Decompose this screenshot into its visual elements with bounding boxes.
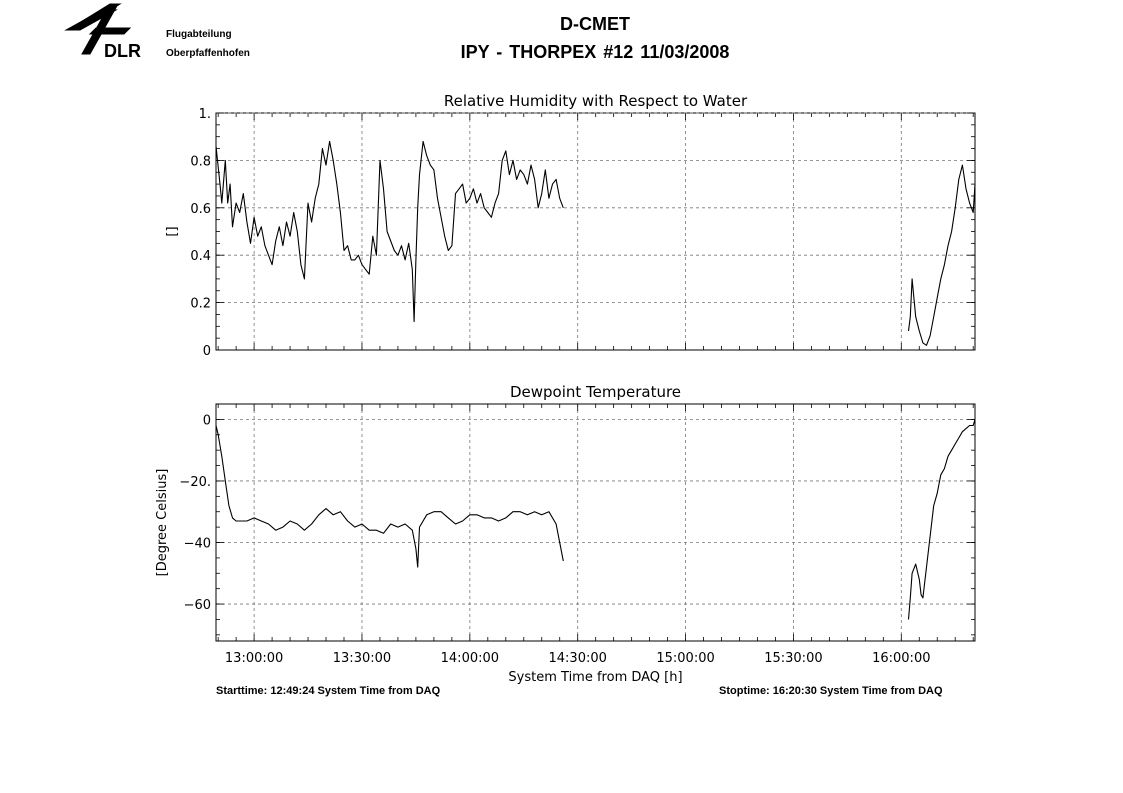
chart-title: Relative Humidity with Respect to Water xyxy=(444,92,748,110)
y-axis-label: [] xyxy=(165,226,180,236)
page-subtitle: IPY - THORPEX #12 11/03/2008 xyxy=(460,42,730,62)
x-tick-label: 16:00:00 xyxy=(872,651,930,666)
y-tick-label: 0.4 xyxy=(190,249,211,264)
data-series-line xyxy=(907,164,976,346)
x-tick-label: 15:30:00 xyxy=(764,651,822,666)
chart-panel-2: Dewpoint Temperature 0 −20. −40 −60 [Degree C… xyxy=(155,383,976,685)
y-tick-label: −40 xyxy=(184,537,211,552)
y-tick-label: 0 xyxy=(203,413,211,428)
data-series-line xyxy=(907,419,976,620)
logo-text: DLR xyxy=(104,41,141,61)
y-tick-label: 0.6 xyxy=(190,202,211,217)
data-series-line xyxy=(215,425,564,568)
y-tick-label: 0 xyxy=(203,344,211,359)
y-tick-label: 0.2 xyxy=(190,297,211,312)
y-axis-label: [Degree Celsius] xyxy=(155,469,170,577)
department-line-2: Oberpfaffenhofen xyxy=(166,48,250,59)
y-tick-label: −20. xyxy=(179,475,211,490)
chart-panel-1: Relative Humidity with Respect to Water 0… xyxy=(165,92,976,359)
x-tick-label: 14:00:00 xyxy=(441,651,499,666)
page-title: D-CMET xyxy=(560,14,630,34)
stop-time-label: Stoptime: 16:20:30 System Time from DAQ xyxy=(719,685,943,697)
x-tick-label: 13:00:00 xyxy=(225,651,283,666)
y-tick-label: −60 xyxy=(184,598,211,613)
x-tick-label: 13:30:00 xyxy=(333,651,391,666)
plot-frame xyxy=(215,112,976,351)
department-line-1: Flugabteilung xyxy=(166,29,232,40)
y-tick-label: 0.8 xyxy=(190,154,211,169)
x-axis-label: System Time from DAQ [h] xyxy=(508,670,682,685)
dlr-logo: DLR xyxy=(64,3,141,61)
x-tick-label: 14:30:00 xyxy=(549,651,607,666)
data-series-line xyxy=(215,140,564,323)
plot-frame xyxy=(215,403,976,642)
start-time-label: Starttime: 12:49:24 System Time from DAQ xyxy=(216,685,441,697)
x-tick-label: 15:00:00 xyxy=(656,651,714,666)
chart-title: Dewpoint Temperature xyxy=(510,383,681,401)
y-tick-label: 1. xyxy=(199,107,211,122)
